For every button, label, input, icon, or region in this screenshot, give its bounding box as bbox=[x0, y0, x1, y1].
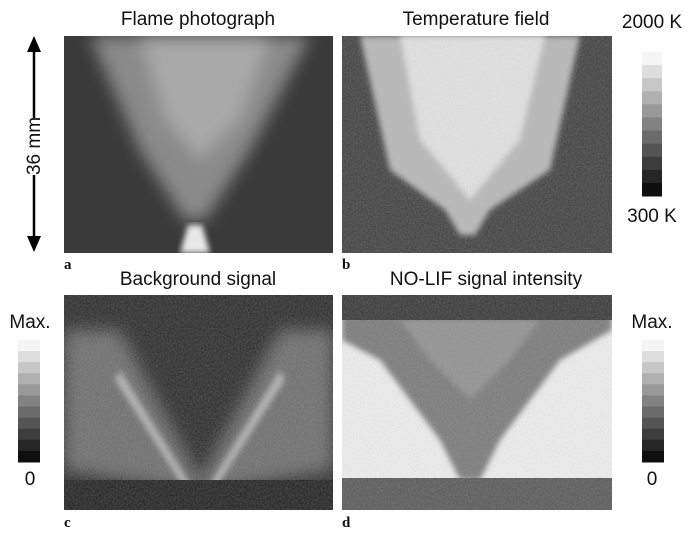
panel-d-image bbox=[342, 295, 612, 510]
colorbar-step bbox=[642, 340, 664, 352]
colorbar-step bbox=[642, 373, 664, 385]
colorbar-step bbox=[642, 183, 662, 197]
colorbar-max: Max. bbox=[631, 312, 672, 333]
colorbar-step bbox=[642, 131, 662, 145]
colorbar-step bbox=[642, 117, 662, 131]
panel-title: Temperature field bbox=[403, 9, 550, 30]
panel-title: Flame photograph bbox=[121, 9, 275, 30]
colorbar-step bbox=[642, 362, 664, 374]
panel-title: NO-LIF signal intensity bbox=[390, 269, 583, 290]
panel-label: b bbox=[342, 257, 350, 273]
colorbar-step bbox=[642, 144, 662, 158]
panel-b-image bbox=[342, 36, 612, 253]
panel-a-image bbox=[64, 36, 333, 253]
colorbar-step bbox=[18, 407, 40, 419]
colorbar-step bbox=[18, 340, 40, 352]
figure: 36 mm Flame photograph Temperature field… bbox=[0, 0, 696, 536]
colorbar-step bbox=[18, 418, 40, 430]
panel-title: Background signal bbox=[120, 269, 276, 290]
colorbar-step bbox=[18, 373, 40, 385]
colorbar-step bbox=[642, 384, 664, 396]
colorbar-step bbox=[642, 418, 664, 430]
colorbar-step bbox=[642, 65, 662, 79]
colorbar-min: 300 K bbox=[627, 206, 677, 227]
panel-label: d bbox=[342, 515, 351, 531]
colorbar-step bbox=[18, 395, 40, 407]
colorbar-step bbox=[642, 451, 664, 463]
colorbar-step bbox=[642, 157, 662, 171]
colorbar-step bbox=[642, 52, 662, 66]
colorbar-step bbox=[18, 384, 40, 396]
colorbar-step bbox=[642, 104, 662, 118]
panel-c-image bbox=[64, 295, 333, 510]
colorbar-step bbox=[642, 429, 664, 441]
colorbar-step bbox=[642, 91, 662, 105]
colorbar-step bbox=[642, 170, 662, 184]
colorbar-step bbox=[642, 395, 664, 407]
colorbar-step bbox=[18, 351, 40, 363]
colorbar-step bbox=[18, 429, 40, 441]
colorbar-step bbox=[18, 451, 40, 463]
colorbar-step bbox=[18, 440, 40, 452]
panel-label: a bbox=[64, 257, 72, 273]
colorbar-min: 0 bbox=[25, 469, 36, 490]
colorbar-max: 2000 K bbox=[622, 12, 683, 33]
colorbar-step bbox=[642, 351, 664, 363]
colorbar-step bbox=[642, 407, 664, 419]
colorbar-step bbox=[642, 78, 662, 92]
panel-label: c bbox=[64, 515, 71, 531]
colorbar-max: Max. bbox=[9, 312, 50, 333]
colorbar-step bbox=[18, 362, 40, 374]
colorbar-min: 0 bbox=[647, 469, 658, 490]
scale-label: 36 mm bbox=[24, 117, 45, 175]
colorbar-step bbox=[642, 440, 664, 452]
